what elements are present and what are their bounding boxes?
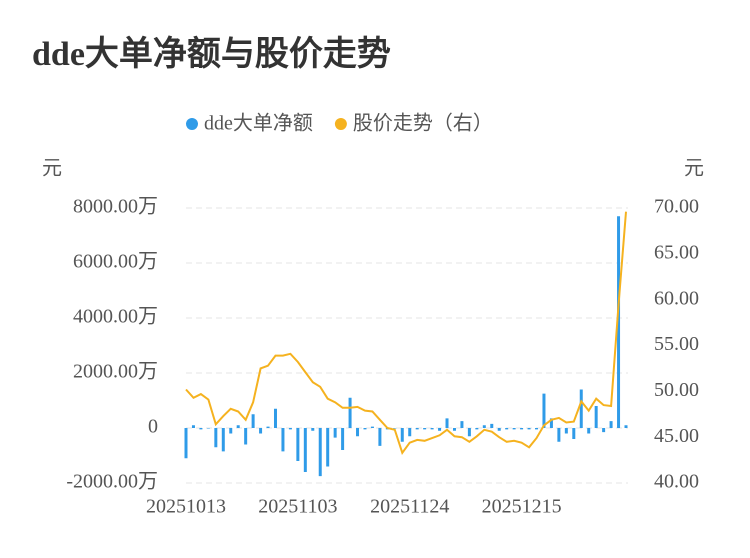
bar: [549, 418, 553, 428]
bar: [497, 428, 501, 431]
legend-label: dde大单净额: [204, 112, 313, 135]
legend-marker: [186, 118, 198, 130]
bar: [452, 428, 456, 431]
chart-title: dde大单净额与股价走势: [32, 35, 391, 73]
bar: [393, 428, 397, 429]
bar: [236, 425, 240, 428]
bar: [184, 428, 188, 459]
y2-tick-label: 50.00: [654, 379, 699, 401]
y-axis-unit: 元: [42, 158, 62, 180]
bar: [535, 428, 539, 430]
bar: [617, 216, 621, 428]
bar: [259, 428, 263, 434]
bar: [467, 428, 471, 437]
bar: [221, 428, 225, 452]
bar: [191, 425, 195, 428]
bar: [423, 428, 427, 430]
bar: [512, 428, 516, 430]
x-tick-label: 20251124: [370, 496, 449, 518]
legend-marker: [334, 118, 347, 130]
bar: [505, 428, 509, 430]
bar: [273, 408, 277, 428]
bar: [430, 428, 434, 430]
bar: [229, 428, 233, 434]
bar: [214, 428, 218, 448]
x-tick-label: 20251215: [482, 496, 562, 518]
bar: [288, 428, 292, 430]
bar: [266, 426, 270, 428]
bar: [557, 428, 561, 442]
bar: [318, 428, 322, 477]
price-line: [185, 211, 627, 455]
bar: [587, 428, 591, 434]
bar: [251, 414, 255, 428]
bar: [572, 428, 576, 439]
bar: [594, 406, 598, 428]
x-tick-label: 20251103: [258, 496, 337, 518]
bar: [341, 428, 345, 450]
bar: [475, 428, 479, 430]
bar: [624, 425, 628, 428]
bar: [408, 428, 412, 437]
bar: [445, 418, 449, 428]
bar: [542, 393, 546, 428]
y-tick-label: 2000.00万: [73, 361, 158, 383]
bar: [311, 428, 315, 431]
bar: [333, 428, 337, 438]
bar: [206, 428, 210, 429]
legend-label: 股价走势（右）: [353, 112, 493, 135]
bar: [609, 421, 613, 428]
bar: [326, 428, 330, 467]
y-tick-label: 6000.00万: [73, 251, 158, 273]
bar: [400, 428, 404, 442]
bar: [415, 428, 419, 430]
bar: [564, 428, 568, 434]
y2-tick-label: 70.00: [654, 196, 699, 218]
bar: [378, 428, 382, 446]
bar: [296, 428, 300, 461]
y2-tick-label: 55.00: [654, 333, 699, 355]
y2-tick-label: 60.00: [654, 287, 699, 309]
y-tick-label: 0: [148, 416, 158, 438]
x-tick-label: 20251013: [146, 496, 226, 518]
y-tick-label: -2000.00万: [66, 471, 158, 493]
y2-tick-label: 40.00: [654, 471, 699, 493]
bar: [460, 421, 464, 428]
y2-axis-unit: 元: [684, 158, 704, 180]
bar: [281, 428, 285, 452]
bar: [482, 425, 486, 428]
bar: [602, 428, 606, 433]
bar: [348, 397, 352, 428]
bar: [370, 426, 374, 428]
bar: [527, 428, 531, 430]
y-tick-label: 8000.00万: [73, 196, 158, 218]
y-tick-label: 4000.00万: [73, 306, 158, 328]
bar: [356, 428, 360, 437]
bar: [438, 428, 442, 431]
bar: [363, 428, 367, 430]
bar: [579, 389, 583, 428]
bar: [303, 428, 307, 472]
bar: [199, 428, 203, 430]
y2-tick-label: 45.00: [654, 425, 699, 447]
bar: [490, 423, 494, 428]
bar: [244, 428, 248, 445]
y2-tick-label: 65.00: [654, 241, 699, 263]
bar: [520, 428, 524, 430]
